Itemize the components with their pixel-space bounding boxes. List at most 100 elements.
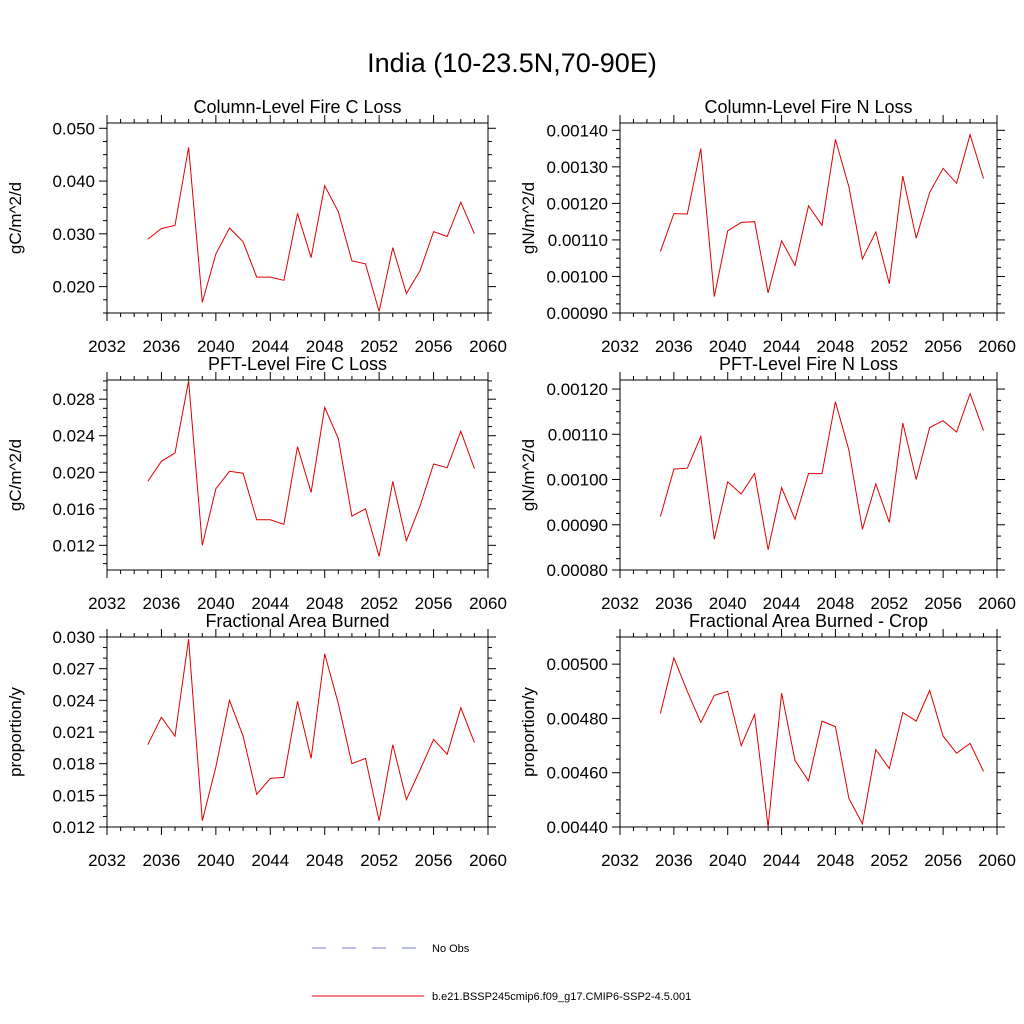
series-line [147, 380, 475, 557]
x-tick-label: 2056 [924, 337, 962, 356]
y-tick-label: 0.00100 [547, 471, 608, 490]
panel-title: Column-Level Fire N Loss [704, 97, 912, 117]
series-line [659, 656, 984, 828]
y-tick-label: 0.00500 [547, 655, 608, 674]
x-tick-label: 2040 [197, 851, 235, 870]
x-tick-label: 2036 [655, 851, 693, 870]
x-tick-label: 2040 [709, 851, 747, 870]
y-tick-label: 0.016 [52, 500, 95, 519]
x-tick-label: 2032 [601, 594, 639, 613]
panel-title: Column-Level Fire C Loss [193, 97, 401, 117]
y-axis-label: gC/m^2/d [6, 439, 25, 511]
chart-panel-3: PFT-Level Fire C Loss gC/m^2/d 2032 2036 204… [6, 354, 507, 613]
y-tick-label: 0.00460 [547, 764, 608, 783]
y-tick-label: 0.00090 [547, 304, 608, 323]
y-tick-label: 0.015 [52, 786, 95, 805]
x-tick-label: 2036 [143, 851, 181, 870]
x-tick-label: 2040 [197, 594, 235, 613]
y-tick-label: 0.027 [52, 660, 95, 679]
x-tick-label: 2048 [817, 594, 855, 613]
x-tick-label: 2032 [601, 337, 639, 356]
y-tick-label: 0.00440 [547, 818, 608, 837]
x-tick-label: 2048 [306, 337, 344, 356]
x-tick-label: 2056 [415, 337, 453, 356]
y-tick-label: 0.00120 [547, 194, 608, 213]
x-tick-label: 2048 [817, 851, 855, 870]
x-tick-label: 2048 [306, 851, 344, 870]
y-tick-label: 0.030 [52, 225, 95, 244]
y-tick-label: 0.00130 [547, 158, 608, 177]
y-tick-label: 0.020 [52, 463, 95, 482]
x-tick-label: 2056 [415, 594, 453, 613]
series-line [659, 132, 984, 297]
x-tick-label: 2044 [763, 594, 801, 613]
y-axis-label: gC/m^2/d [6, 182, 25, 254]
x-tick-label: 2056 [924, 594, 962, 613]
x-tick-label: 2060 [469, 594, 507, 613]
plot-frame [106, 122, 489, 314]
legend-label-1: No Obs [432, 943, 470, 955]
x-tick-label: 2052 [870, 851, 908, 870]
y-tick-label: 0.050 [52, 119, 95, 138]
x-tick-label: 2060 [978, 337, 1016, 356]
y-tick-label: 0.00110 [548, 231, 608, 250]
legend: No Obs b.e21.BSSP245cmip6.f09_g17.CMIP6-S… [312, 943, 691, 1003]
y-tick-label: 0.021 [52, 723, 95, 742]
panel-title: PFT-Level Fire N Loss [719, 354, 898, 374]
x-tick-label: 2052 [870, 594, 908, 613]
x-tick-label: 2052 [360, 594, 398, 613]
x-tick-label: 2060 [978, 851, 1016, 870]
x-tick-label: 2048 [817, 337, 855, 356]
panel-title: Fractional Area Burned - Crop [689, 611, 928, 631]
x-tick-label: 2060 [469, 851, 507, 870]
y-tick-label: 0.00110 [548, 425, 608, 444]
x-tick-label: 2044 [251, 851, 289, 870]
panel-title: Fractional Area Burned [205, 611, 389, 631]
y-tick-label: 0.00120 [547, 380, 608, 399]
x-tick-label: 2044 [251, 594, 289, 613]
x-tick-label: 2052 [360, 851, 398, 870]
figure-title: India (10-23.5N,70-90E) [367, 48, 657, 78]
x-tick-label: 2036 [655, 594, 693, 613]
x-tick-label: 2036 [655, 337, 693, 356]
x-tick-label: 2060 [469, 337, 507, 356]
y-tick-label: 0.00080 [547, 561, 608, 580]
y-tick-label: 0.024 [52, 691, 95, 710]
series-line [659, 392, 984, 550]
x-tick-label: 2032 [88, 851, 126, 870]
chart-panel-2: Column-Level Fire N Loss gN/m^2/d 2032 2036… [519, 97, 1016, 356]
series-line [147, 147, 475, 312]
y-tick-label: 0.018 [52, 755, 95, 774]
x-tick-label: 2032 [88, 594, 126, 613]
legend-label-2: b.e21.BSSP245cmip6.f09_g17.CMIP6-SSP2-4.… [432, 991, 691, 1003]
x-tick-label: 2040 [709, 594, 747, 613]
chart-panel-6: Fractional Area Burned - Crop proportion/… [519, 611, 1016, 870]
y-axis-label: gN/m^2/d [519, 182, 538, 254]
y-tick-label: 0.012 [52, 818, 95, 837]
y-tick-label: 0.00140 [547, 121, 608, 140]
panel-title: PFT-Level Fire C Loss [208, 354, 387, 374]
chart-panel-5: Fractional Area Burned proportion/y 2032 20… [6, 611, 507, 870]
x-tick-label: 2036 [143, 594, 181, 613]
plot-frame [619, 122, 998, 314]
y-tick-label: 0.024 [52, 427, 95, 446]
y-tick-label: 0.030 [52, 628, 95, 647]
y-tick-label: 0.00100 [547, 267, 608, 286]
x-tick-label: 2044 [763, 851, 801, 870]
x-tick-label: 2060 [978, 594, 1016, 613]
y-axis-label: gN/m^2/d [519, 439, 538, 511]
x-tick-label: 2044 [251, 337, 289, 356]
x-tick-label: 2056 [924, 851, 962, 870]
x-tick-label: 2052 [360, 337, 398, 356]
x-tick-label: 2032 [88, 337, 126, 356]
y-tick-label: 0.00090 [547, 516, 608, 535]
y-tick-label: 0.040 [52, 172, 95, 191]
x-tick-label: 2032 [601, 851, 639, 870]
series-line [147, 639, 475, 821]
y-tick-label: 0.012 [52, 536, 95, 555]
x-tick-label: 2048 [306, 594, 344, 613]
chart-panel-1: Column-Level Fire C Loss gC/m^2/d 2032 2036… [6, 97, 507, 356]
plot-frame [106, 379, 489, 571]
y-tick-label: 0.00480 [547, 709, 608, 728]
